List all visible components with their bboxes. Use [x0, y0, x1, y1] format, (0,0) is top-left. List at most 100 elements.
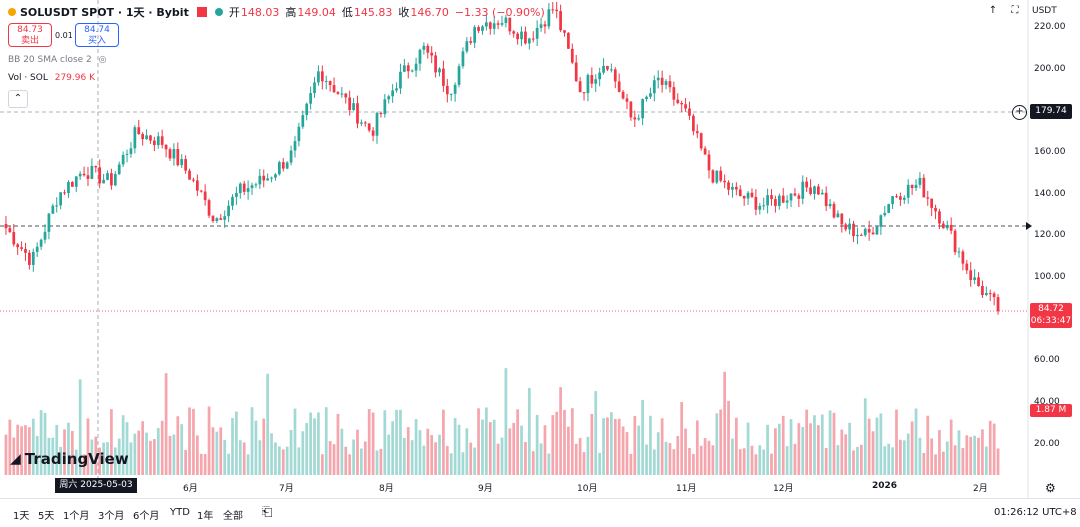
tradingview-logo[interactable]: ◢ TradingView [10, 450, 129, 468]
high-label: 高 [285, 6, 297, 19]
volume-bar [887, 443, 891, 475]
volume-bar [594, 391, 598, 475]
volume-bar [406, 427, 410, 475]
candle-body [707, 154, 711, 171]
clock[interactable]: 01:26:12 UTC+8 [994, 507, 1077, 518]
timeframe-button[interactable]: 1天 [13, 511, 30, 522]
candle-body [613, 69, 617, 82]
flag-icon[interactable] [196, 7, 207, 17]
volume-bar [949, 419, 953, 475]
candle-body [238, 183, 242, 194]
volume-bar [555, 411, 559, 475]
volume-bar [492, 419, 496, 475]
arrow-up-icon[interactable]: ↑ [984, 3, 1002, 19]
candle-body [602, 65, 605, 73]
price-tick-label: 200.00 [1034, 63, 1066, 74]
candle-body [902, 197, 906, 200]
eye-off-icon[interactable]: ◎ [98, 55, 107, 65]
buy-button[interactable]: 84.74 买入 [75, 23, 119, 47]
volume-bar [35, 435, 39, 475]
candle-body [402, 65, 406, 72]
candle-body [766, 195, 769, 206]
candle-body [973, 277, 976, 281]
add-alert-icon[interactable]: + [1012, 105, 1027, 120]
candle-body [719, 170, 723, 181]
volume-bar [336, 413, 340, 475]
candle-body [266, 178, 270, 181]
time-tick-label: 2026 [872, 481, 898, 491]
volume-bar [176, 416, 180, 475]
volume-bar [586, 436, 590, 475]
volume-bar [567, 426, 570, 475]
candle-body [125, 153, 129, 155]
candle-body [758, 205, 762, 210]
timeframe-button[interactable]: YTD [170, 507, 190, 518]
time-tick-label: 6月 [183, 484, 198, 494]
volume-bar [469, 442, 473, 475]
settings-gear-icon[interactable]: ⚙ [1045, 481, 1056, 495]
candle-body [94, 165, 98, 168]
volume-bar [957, 430, 961, 475]
volume-bar [668, 443, 672, 475]
candle-body [809, 187, 812, 194]
volume-bar [235, 411, 238, 475]
timeframe-button[interactable]: 1年 [197, 511, 214, 522]
candle-body [133, 127, 137, 149]
candle-body [485, 22, 488, 27]
volume-bar [824, 447, 828, 475]
volume-bar [805, 409, 809, 475]
volume-bar [371, 412, 375, 475]
volume-bar [86, 418, 90, 475]
volume-bar [563, 409, 566, 475]
candle-body [598, 72, 602, 80]
candle-body [828, 203, 832, 207]
candle-body [305, 103, 309, 116]
candle-body [8, 228, 12, 232]
candle-body [102, 179, 105, 184]
volume-bar [63, 429, 66, 475]
volume-bar [301, 431, 305, 475]
volume-bar [223, 439, 227, 475]
candle-body [317, 71, 320, 83]
volume-bar [731, 438, 734, 475]
timeframe-button[interactable]: 6个月 [133, 511, 160, 522]
bb-label: BB 20 SMA close 2 [8, 55, 92, 65]
candle-body [840, 213, 844, 225]
timeframe-button[interactable]: 1个月 [63, 511, 90, 522]
collapse-chevron-icon[interactable]: ⌃ [8, 90, 28, 108]
volume-bar [570, 408, 574, 475]
candle-body [344, 93, 348, 98]
volume-bar [121, 415, 125, 475]
currency-selector[interactable]: USDT [1032, 6, 1057, 16]
volume-bar [582, 452, 586, 475]
candle-body [336, 92, 340, 94]
volume-bar [684, 428, 687, 475]
candle-body [797, 195, 801, 199]
candle-body [4, 223, 8, 229]
vol-indicator[interactable]: Vol · SOL 279.96 K [8, 73, 95, 83]
timeframe-button[interactable]: 5天 [38, 511, 55, 522]
volume-bar [750, 445, 754, 475]
volume-bar [512, 422, 516, 475]
candle-body [981, 286, 984, 296]
volume-bar [367, 409, 371, 475]
date-range-icon[interactable]: ⎗ [262, 505, 273, 520]
volume-bar [992, 423, 996, 475]
candle-body [180, 159, 184, 166]
candle-body [160, 136, 164, 145]
timeframe-button[interactable]: 3个月 [98, 511, 125, 522]
candle-body [848, 223, 851, 230]
volume-bar [262, 418, 266, 475]
candle-body [20, 247, 23, 249]
fullscreen-icon[interactable]: ⛶ [1006, 3, 1024, 19]
sell-button[interactable]: 84.73 卖出 [8, 23, 52, 47]
bb-indicator[interactable]: BB 20 SMA close 2 ◎ [8, 55, 107, 65]
volume-bar [844, 434, 848, 475]
candle-body [887, 204, 891, 213]
volume-bar [746, 422, 750, 475]
timeframe-button[interactable]: 全部 [223, 511, 243, 522]
candle-body [961, 251, 965, 264]
symbol-title[interactable]: SOLUSDT SPOT · 1天 · Bybit [20, 6, 189, 19]
